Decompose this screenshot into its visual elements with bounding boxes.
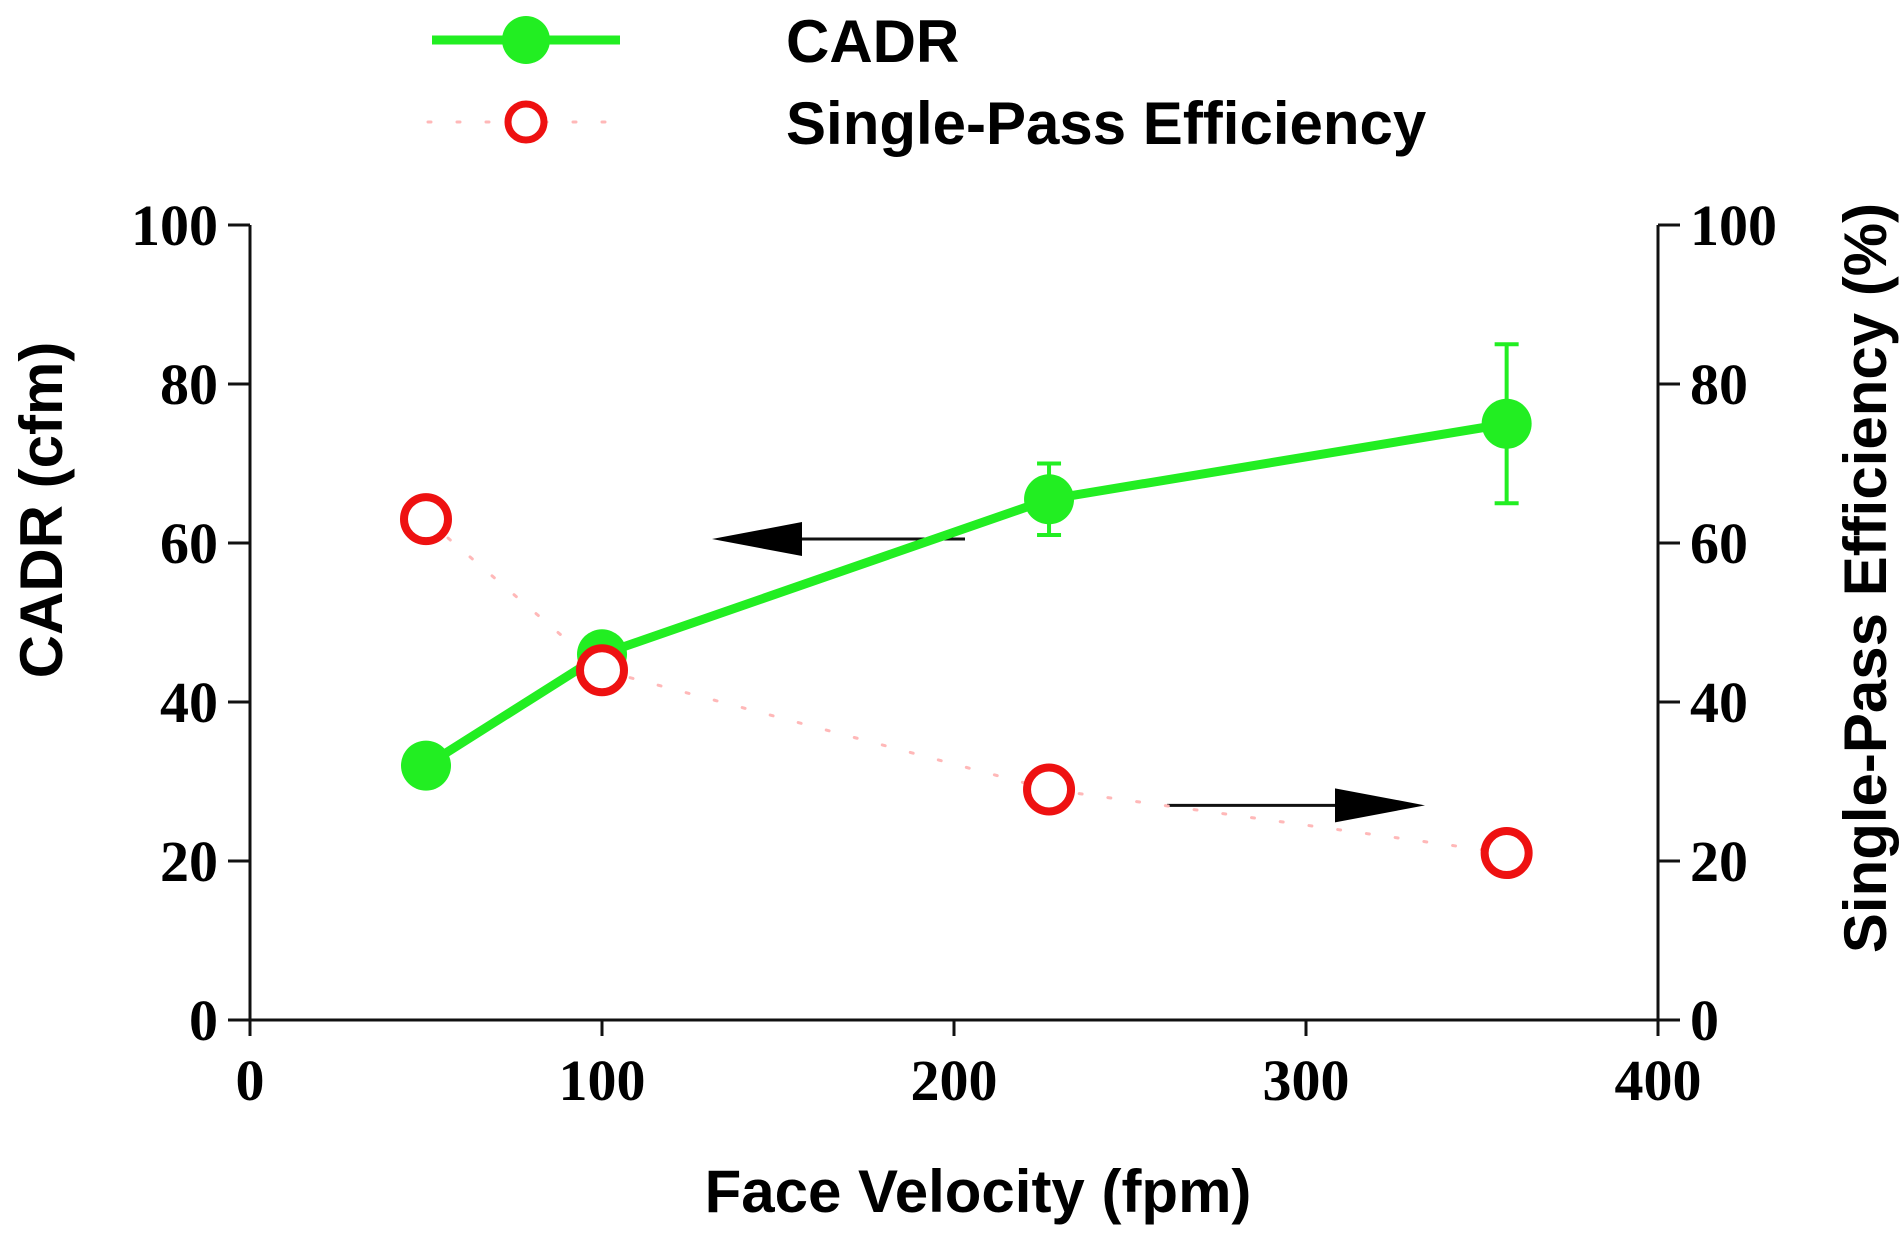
efficiency-point — [1023, 763, 1076, 816]
legend-efficiency-marker — [504, 100, 548, 144]
efficiency-point — [576, 644, 628, 697]
legend-group: CADR Single-Pass Efficiency — [426, 8, 1427, 157]
y2-tick-label: 40 — [1690, 670, 1748, 735]
y-axis-title: CADR (cfm) — [8, 342, 75, 679]
y2-tick-label: 80 — [1690, 352, 1748, 417]
x-tick-label: 200 — [911, 1048, 998, 1113]
cadr-series-line — [423, 419, 1508, 770]
left-arrow-head — [712, 522, 802, 557]
y-tick-label: 40 — [160, 670, 218, 735]
x-axis-title: Face Velocity (fpm) — [705, 1158, 1252, 1225]
x-tick-label: 0 — [236, 1048, 265, 1113]
series-group — [400, 342, 1533, 880]
y-tick-label: 80 — [160, 352, 218, 417]
y-tick-label: 100 — [131, 193, 218, 258]
efficiency-point — [1480, 827, 1533, 880]
x-tick-label: 300 — [1263, 1048, 1350, 1113]
axis-titles-group: Face Velocity (fpm) CADR (cfm) Single-Pa… — [8, 203, 1899, 1225]
legend-cadr-marker — [502, 16, 550, 64]
axes-group — [248, 225, 1660, 1030]
efficiency-point — [400, 493, 452, 546]
y2-tick-label: 20 — [1690, 829, 1748, 894]
x-tick-label: 100 — [559, 1048, 646, 1113]
y2-tick-label: 100 — [1690, 193, 1777, 258]
cadr-point — [1024, 474, 1075, 525]
efficiency-series-line — [424, 517, 1509, 855]
y2-axis-title: Single-Pass Efficiency (%) — [1832, 203, 1899, 953]
y-tick-label: 0 — [189, 988, 218, 1053]
cadr-point — [1481, 398, 1532, 449]
y2-tick-label: 60 — [1690, 511, 1748, 576]
legend-efficiency-label: Single-Pass Efficiency — [786, 90, 1427, 157]
cadr-point — [401, 740, 451, 791]
legend-cadr-label: CADR — [786, 8, 959, 75]
x-tick-label: 400 — [1615, 1048, 1702, 1113]
right-arrow-head — [1335, 788, 1425, 823]
y-tick-label: 20 — [160, 829, 218, 894]
y-tick-label: 60 — [160, 511, 218, 576]
y2-tick-label: 0 — [1690, 988, 1719, 1053]
